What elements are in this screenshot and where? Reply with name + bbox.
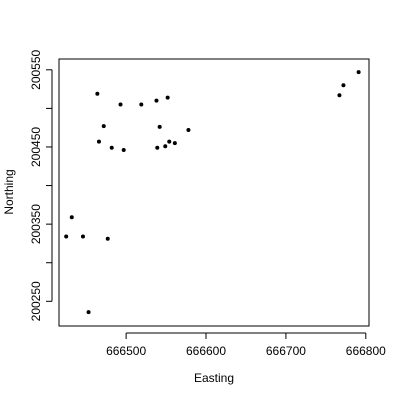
- data-point: [155, 145, 160, 150]
- data-point: [356, 70, 361, 75]
- data-point: [64, 234, 69, 239]
- x-axis: 666500 666600 666700 666800: [106, 332, 386, 358]
- data-point: [154, 98, 159, 103]
- data-point: [69, 215, 74, 220]
- data-point: [186, 127, 191, 132]
- data-point: [139, 102, 144, 107]
- y-tick-label: 200450: [29, 127, 43, 167]
- data-point: [101, 124, 106, 129]
- y-tick-label: 200250: [29, 281, 43, 321]
- data-point: [118, 102, 123, 107]
- y-axis-label: Northing: [2, 169, 16, 214]
- x-tick-label: 666600: [186, 344, 226, 358]
- x-axis-label: Easting: [194, 371, 234, 385]
- data-point: [163, 144, 168, 149]
- data-point: [337, 93, 342, 98]
- x-tick-label: 666700: [266, 344, 306, 358]
- x-tick-label: 666500: [106, 344, 146, 358]
- data-point: [95, 91, 100, 96]
- data-point: [167, 139, 172, 144]
- x-tick-label: 666800: [346, 344, 386, 358]
- plot-frame: [58, 58, 370, 327]
- data-point: [157, 124, 162, 129]
- data-point: [86, 310, 91, 315]
- data-points: [64, 70, 361, 315]
- data-point: [105, 236, 110, 241]
- data-point: [341, 83, 346, 88]
- y-tick-label: 200550: [29, 49, 43, 89]
- data-point: [172, 141, 177, 146]
- data-point: [165, 95, 170, 100]
- data-point: [80, 234, 85, 239]
- data-point: [96, 139, 101, 144]
- y-tick-label: 200350: [29, 204, 43, 244]
- y-axis: 200250 200350 200450 200550: [29, 49, 53, 321]
- data-point: [109, 145, 114, 150]
- data-point: [121, 148, 126, 153]
